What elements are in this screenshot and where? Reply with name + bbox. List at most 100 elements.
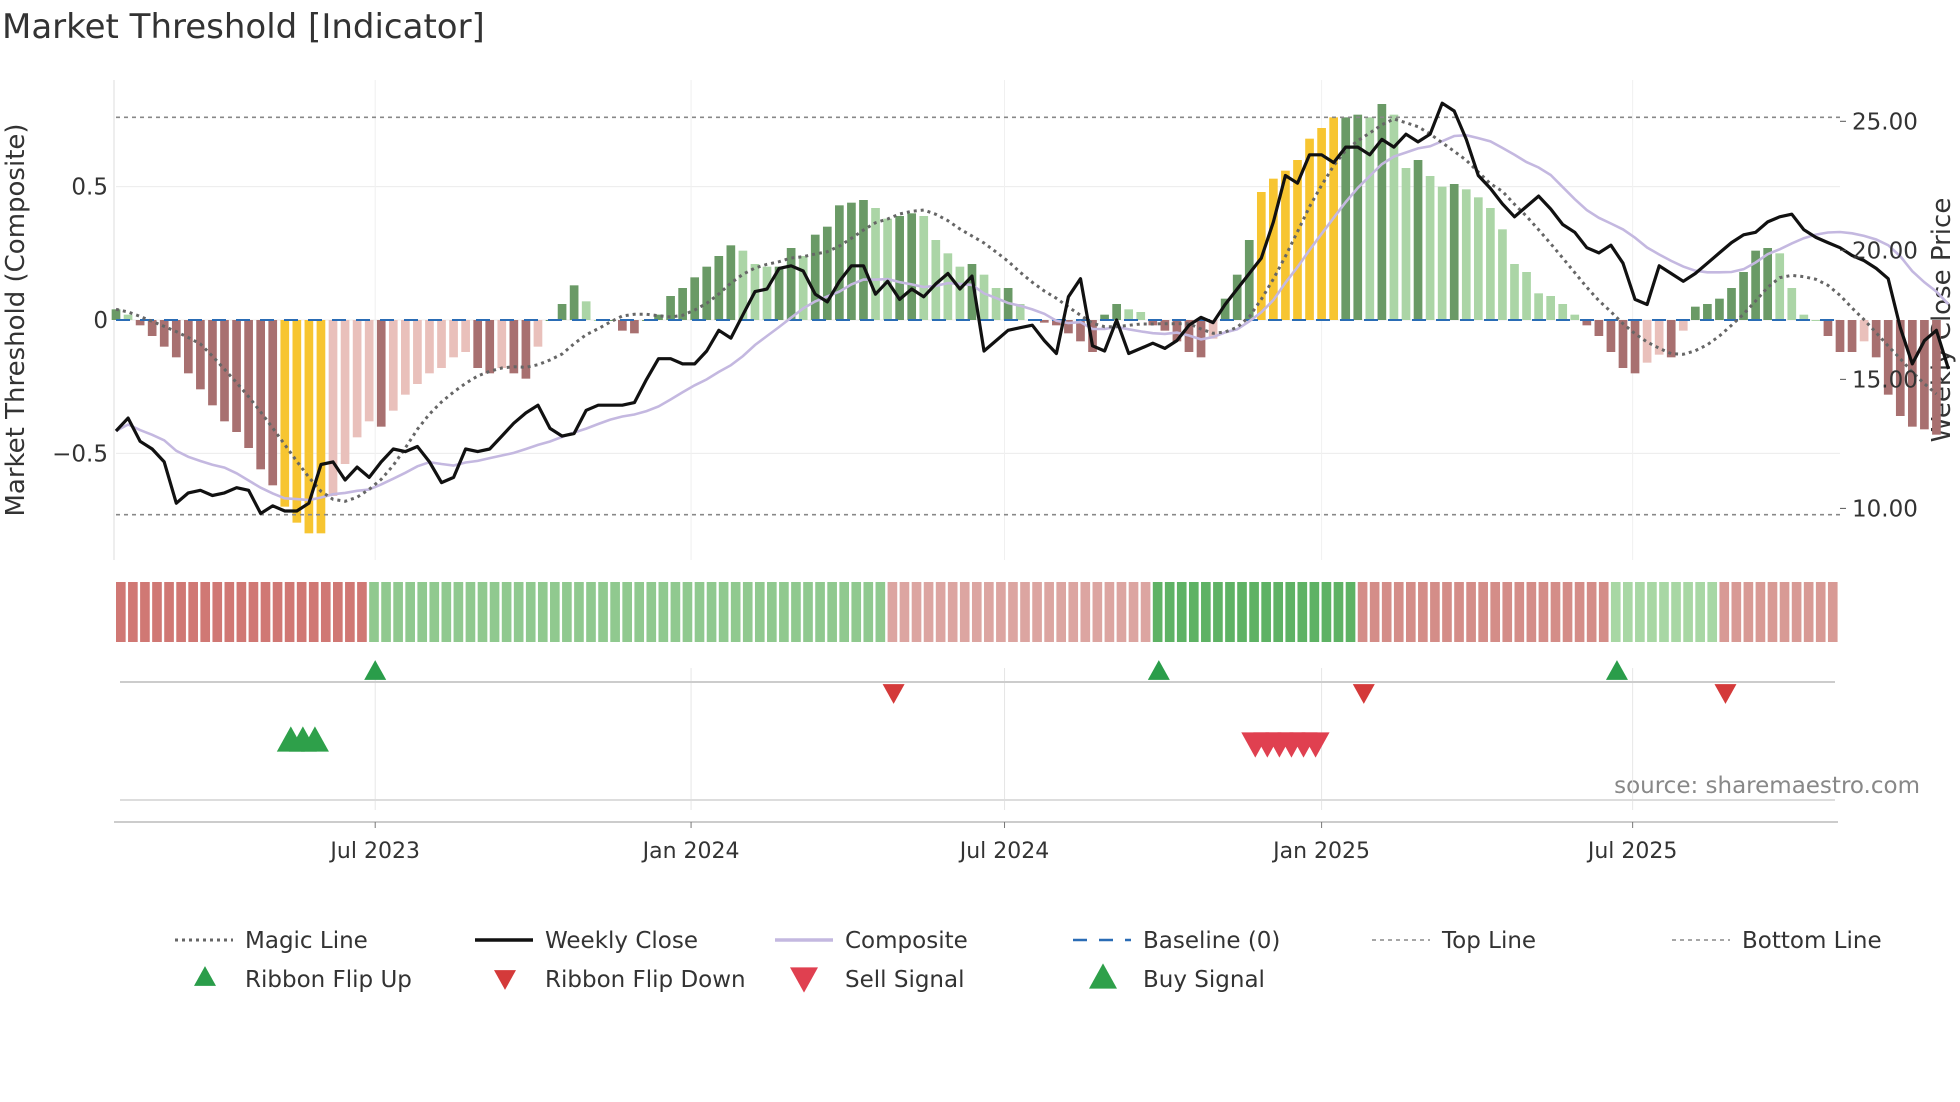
composite-bar [1100, 314, 1109, 320]
legend-label: Sell Signal [845, 967, 965, 993]
ribbon-cell [1104, 582, 1115, 642]
composite-bar [714, 256, 724, 320]
legend-item: Buy Signal [1143, 967, 1265, 993]
composite-bar [437, 320, 446, 368]
ribbon-cell [1044, 582, 1054, 642]
composite-bar [123, 314, 133, 320]
composite-bar [1883, 320, 1893, 395]
ribbon-flip-up-marker [364, 660, 387, 680]
legend-label: Weekly Close [545, 928, 698, 954]
ribbon-cell [188, 582, 198, 642]
composite-bar [183, 320, 193, 374]
composite-bar [497, 320, 507, 368]
composite-bar [1305, 138, 1314, 320]
ribbon-cell [1707, 582, 1718, 642]
ribbon-cell [1152, 582, 1163, 642]
ribbon-cell [224, 582, 235, 642]
composite-bar [810, 234, 820, 320]
composite-bar [1389, 114, 1399, 321]
composite-bar [1739, 272, 1748, 320]
ribbon-cell [851, 582, 862, 642]
ribbon-cell [1779, 582, 1790, 642]
magic-line [115, 117, 1938, 503]
composite-bar [1835, 320, 1845, 352]
ribbon-cell [984, 582, 994, 642]
ribbon-cell [971, 582, 982, 642]
ribbon-cell [284, 582, 295, 642]
ribbon-flip-up-marker [1147, 660, 1170, 680]
composite-bar [798, 256, 808, 320]
ribbon-cell [1032, 582, 1042, 642]
ribbon-cell [1610, 582, 1621, 642]
ribbon-cell [176, 582, 186, 642]
composite-bar [895, 216, 904, 320]
ribbon-cell [465, 582, 476, 642]
composite-bar [931, 240, 941, 320]
ribbon-cell [1237, 582, 1247, 642]
ribbon-cell [875, 582, 886, 642]
composite-bar [1088, 320, 1097, 352]
y-left-tick-label: −0.5 [52, 441, 108, 467]
ribbon-cell [1020, 582, 1030, 642]
composite-bar [1365, 117, 1375, 320]
ribbon-cell [1080, 582, 1091, 642]
composite-bar [1666, 320, 1676, 358]
composite-bar [256, 320, 266, 470]
ribbon-cell [947, 582, 958, 642]
ribbon-cell [1128, 582, 1139, 642]
ribbon-cell [899, 582, 910, 642]
composite-bar [1932, 320, 1941, 435]
ribbon-flip-down-marker [1714, 684, 1737, 704]
composite-bar [1413, 160, 1423, 320]
composite-bar [1510, 264, 1519, 320]
legend-item: Bottom Line [1672, 928, 1882, 954]
ribbon-cell [1201, 582, 1211, 642]
y-right-tick-label: 10.00 [1852, 496, 1918, 522]
composite-bar [509, 320, 519, 374]
composite-bar [1124, 309, 1134, 320]
ribbon-cell [345, 582, 355, 642]
composite-bar [762, 266, 772, 320]
ribbon-cell [272, 582, 283, 642]
composite-bar [1715, 298, 1724, 320]
composite-bar [786, 248, 796, 320]
ribbon-cell [1418, 582, 1428, 642]
ribbon-cell [1743, 582, 1754, 642]
composite-bar [569, 285, 579, 320]
y-left-tick-label: 0 [93, 308, 108, 334]
composite-bar [581, 301, 591, 320]
ribbon-cell [911, 582, 922, 642]
ribbon-cell [357, 582, 367, 642]
ribbon-cell [1478, 582, 1488, 642]
composite-bar [1920, 320, 1929, 430]
ribbon-cell [164, 582, 174, 642]
ribbon-cell [1598, 582, 1609, 642]
composite-bar [376, 320, 386, 427]
ribbon-cell [212, 582, 223, 642]
ribbon-cell [1622, 582, 1633, 642]
y-right-tick-label: 20.00 [1852, 238, 1918, 264]
composite-bar [1534, 293, 1543, 320]
ribbon-cell [1333, 582, 1344, 642]
ribbon-cell [1008, 582, 1018, 642]
composite-bar [111, 309, 121, 320]
ribbon-cell [574, 582, 584, 642]
x-tick-label: Jul 2025 [1586, 839, 1678, 864]
legend-item: Ribbon Flip Down [545, 967, 746, 993]
ribbon-cell [128, 582, 138, 642]
composite-bar [979, 274, 989, 320]
composite-bar [268, 320, 278, 486]
composite-bar [208, 320, 217, 406]
composite-bar [244, 320, 253, 448]
ribbon-cell [296, 582, 307, 642]
composite-bar [1064, 320, 1073, 334]
ribbon-cell [1514, 582, 1525, 642]
ribbon-cell [248, 582, 259, 642]
composite-bar [991, 288, 1001, 320]
y-axis-right-label: Weekly Close Price [1927, 198, 1957, 443]
ribbon-cell [1538, 582, 1549, 642]
composite-bar [690, 277, 700, 320]
composite-bar [1811, 320, 1821, 321]
composite-bar [1859, 320, 1869, 342]
